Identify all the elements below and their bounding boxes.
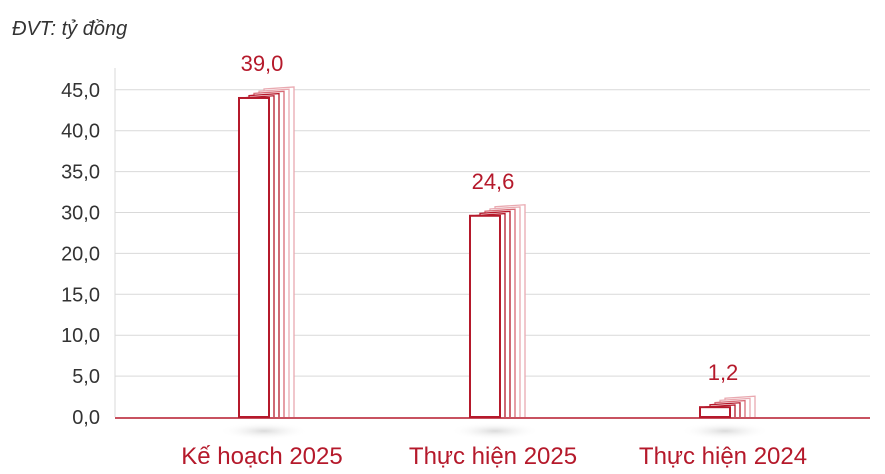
bar-shadow — [450, 422, 540, 440]
bar — [238, 86, 295, 418]
y-tick-label: 30,0 — [61, 203, 100, 225]
y-tick-label: 20,0 — [61, 243, 100, 265]
bar-shadow — [219, 422, 309, 440]
y-tick-label: 10,0 — [61, 325, 100, 347]
y-tick-label: 5,0 — [72, 366, 100, 388]
bar-face — [238, 96, 270, 418]
y-tick-label: 40,0 — [61, 121, 100, 143]
y-tick-label: 15,0 — [61, 284, 100, 306]
bar-shadow — [680, 422, 770, 440]
bar-face — [469, 214, 501, 418]
labels: 0,0 5,0 10,0 15,0 20,0 30,0 35,0 40,0 45,0 39,0 Kế… — [61, 51, 807, 470]
x-category-label: Thực hiện 2024 — [639, 443, 807, 470]
bar-face — [699, 406, 731, 418]
data-label: 1,2 — [708, 360, 739, 385]
x-category-label: Kế hoạch 2025 — [181, 443, 342, 470]
bar — [699, 395, 756, 418]
y-tick-label: 45,0 — [61, 80, 100, 102]
data-label: 39,0 — [241, 51, 284, 76]
y-tick-label: 0,0 — [72, 407, 100, 429]
y-tick-label: 35,0 — [61, 162, 100, 184]
data-label: 24,6 — [472, 169, 515, 194]
x-category-label: Thực hiện 2025 — [409, 443, 577, 470]
bars — [238, 86, 756, 418]
bar — [469, 204, 526, 418]
unit-label: ĐVT: tỷ đồng — [12, 18, 128, 40]
bar-shadows — [219, 422, 770, 440]
